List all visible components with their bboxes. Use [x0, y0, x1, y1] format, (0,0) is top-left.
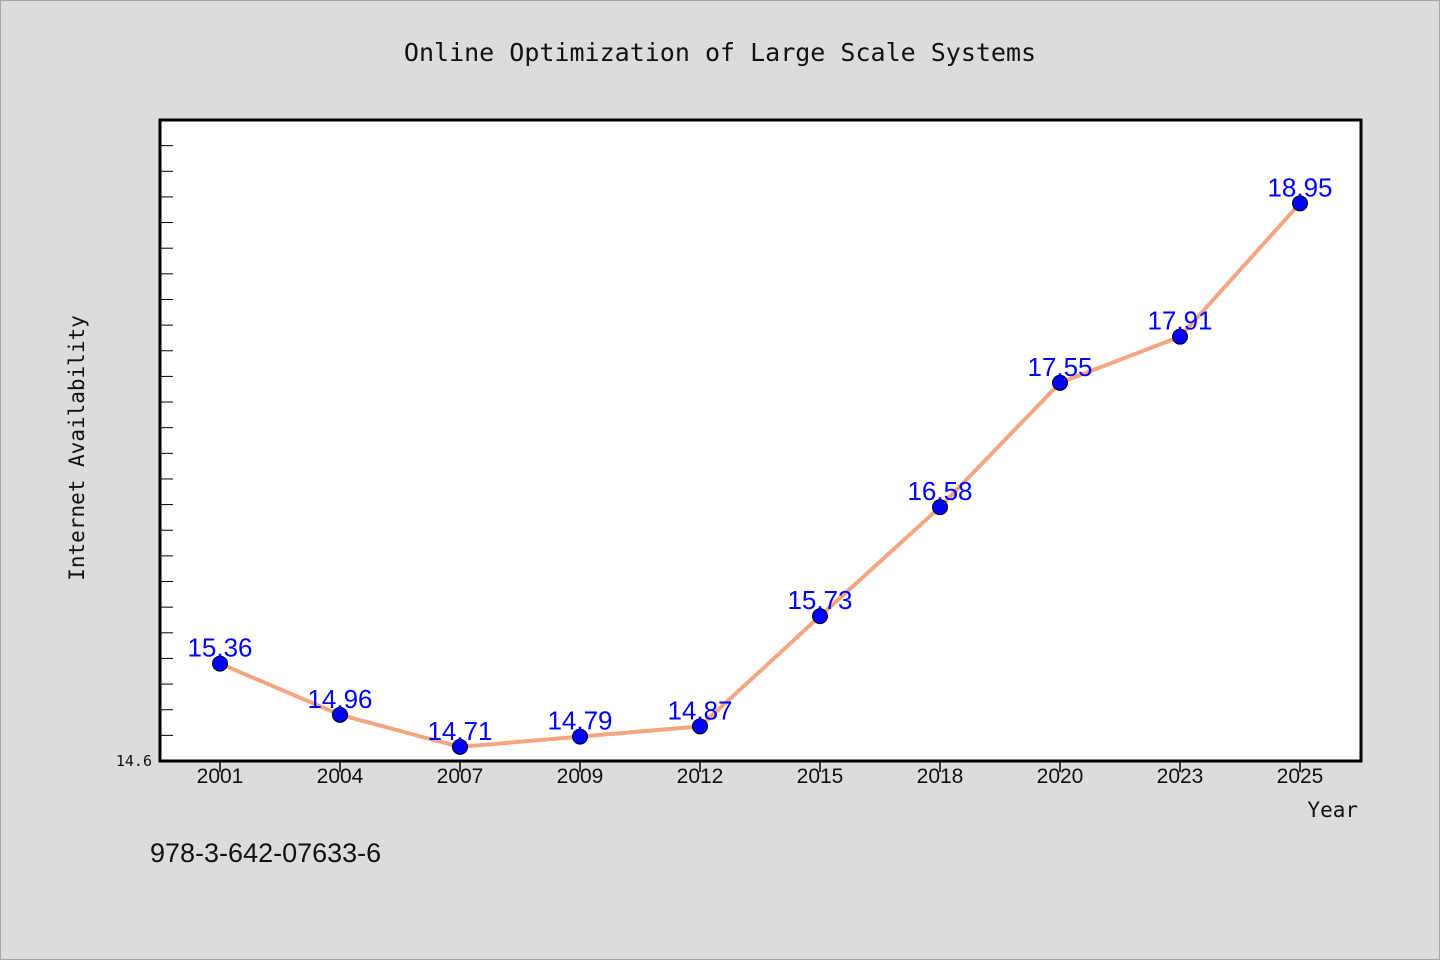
footnote-isbn: 978-3-642-07633-6 [150, 838, 381, 868]
x-tick-label: 2004 [317, 765, 364, 788]
data-point [1292, 195, 1308, 212]
x-tick-label: 2001 [197, 765, 244, 788]
y-axis-ticks [160, 145, 173, 736]
x-axis-label: Year [1307, 798, 1358, 822]
x-tick-label: 2007 [437, 765, 484, 788]
data-point [692, 718, 708, 735]
data-label: 15.36 [187, 633, 252, 663]
series: 15.36 14.96 14.71 14.79 14.87 15.73 16.58 17.55… [187, 172, 1333, 755]
data-label: 18.95 [1267, 172, 1332, 202]
data-label: 14.96 [307, 684, 372, 714]
plot-border [158, 118, 1363, 763]
plot-area [160, 120, 1361, 761]
data-label: 14.87 [667, 695, 732, 725]
x-tick-label: 2020 [1037, 765, 1084, 788]
y-axis-label: Internet Availability [65, 315, 89, 581]
data-label: 14.71 [427, 716, 492, 746]
x-tick-label: 2025 [1277, 765, 1324, 788]
data-point [572, 728, 588, 745]
x-tick-label: 2018 [917, 765, 964, 788]
data-label: 17.55 [1027, 352, 1092, 382]
x-axis-ticks [219, 761, 1301, 772]
chart-title: Online Optimization of Large Scale Syste… [404, 38, 1036, 67]
x-tick-label: 2009 [557, 765, 604, 788]
data-label: 16.58 [907, 476, 972, 506]
data-point [812, 608, 828, 625]
series-line [218, 201, 1302, 749]
data-label: 15.73 [787, 585, 852, 615]
data-label: 14.79 [547, 706, 612, 736]
data-point [1172, 328, 1188, 345]
data-point [932, 499, 948, 516]
data-point [452, 738, 468, 755]
data-point [212, 655, 228, 672]
x-tick-label: 2023 [1157, 765, 1204, 788]
x-tick-label: 2015 [797, 765, 844, 788]
y-min-tick-label: 14.6 [116, 752, 152, 770]
data-point [1052, 374, 1068, 391]
data-label: 17.91 [1147, 306, 1212, 336]
x-tick-label: 2012 [677, 765, 724, 788]
data-point [332, 706, 348, 723]
x-axis-tick-labels: 2001 2004 2007 2009 2012 2015 2018 2020 2023 2025 [197, 765, 1324, 788]
